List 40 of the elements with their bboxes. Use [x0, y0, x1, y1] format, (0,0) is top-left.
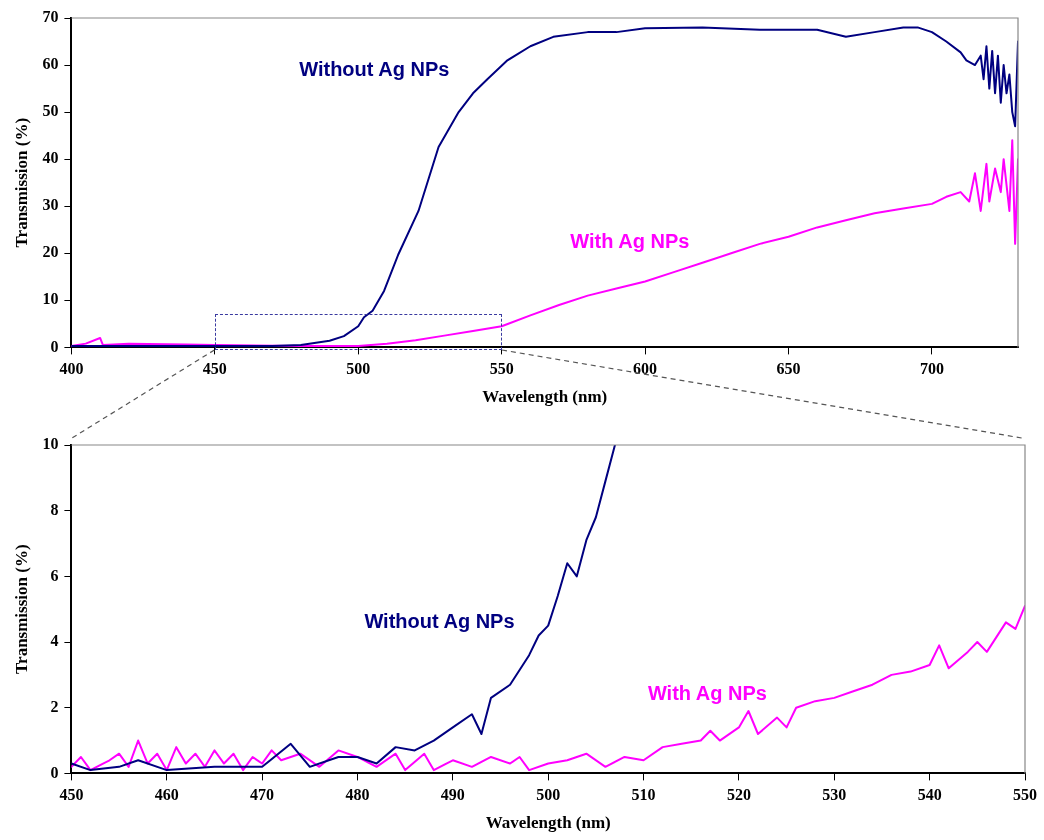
y-tick-label: 4 — [50, 632, 59, 650]
x-tick-label: 540 — [917, 786, 942, 804]
x-tick-label: 480 — [345, 786, 370, 804]
y-tick-label: 40 — [42, 149, 59, 167]
y-tick-label: 2 — [50, 697, 59, 715]
series-label: With Ag NPs — [647, 682, 767, 705]
y-tick-label: 20 — [42, 243, 59, 261]
y-tick-label: 50 — [42, 102, 59, 120]
x-tick-label: 600 — [633, 360, 658, 378]
y-tick-label: 0 — [50, 337, 59, 355]
x-tick-label: 460 — [154, 786, 179, 804]
x-tick-label: 510 — [631, 786, 656, 804]
x-tick-label: 450 — [202, 360, 227, 378]
y-axis-title: Transmission (%) — [11, 117, 31, 248]
y-axis-title: Transmission (%) — [11, 544, 31, 674]
y-tick-label: 70 — [42, 8, 59, 26]
x-tick-label: 490 — [440, 786, 465, 804]
x-tick-label: 550 — [1013, 786, 1037, 804]
y-tick-label: 10 — [42, 435, 59, 453]
x-tick-label: 470 — [250, 786, 275, 804]
y-tick-label: 10 — [42, 290, 59, 308]
x-tick-label: 650 — [776, 360, 801, 378]
series-label: Without Ag NPs — [299, 58, 450, 81]
x-tick-label: 400 — [59, 360, 84, 378]
x-tick-label: 500 — [346, 360, 371, 378]
series-label: Without Ag NPs — [364, 609, 515, 632]
x-axis-title: Wavelength (nm) — [482, 387, 608, 407]
x-tick-label: 450 — [59, 786, 84, 804]
x-tick-label: 700 — [919, 360, 944, 378]
x-tick-label: 500 — [536, 786, 561, 804]
series-label: With Ag NPs — [570, 229, 690, 252]
y-tick-label: 60 — [42, 55, 59, 73]
x-axis-title: Wavelength (nm) — [485, 813, 611, 833]
y-tick-label: 30 — [42, 196, 59, 214]
x-tick-label: 530 — [822, 786, 847, 804]
y-tick-label: 6 — [50, 566, 59, 584]
x-tick-label: 550 — [489, 360, 514, 378]
x-tick-label: 520 — [726, 786, 751, 804]
y-tick-label: 0 — [50, 763, 59, 781]
y-tick-label: 8 — [50, 500, 59, 518]
